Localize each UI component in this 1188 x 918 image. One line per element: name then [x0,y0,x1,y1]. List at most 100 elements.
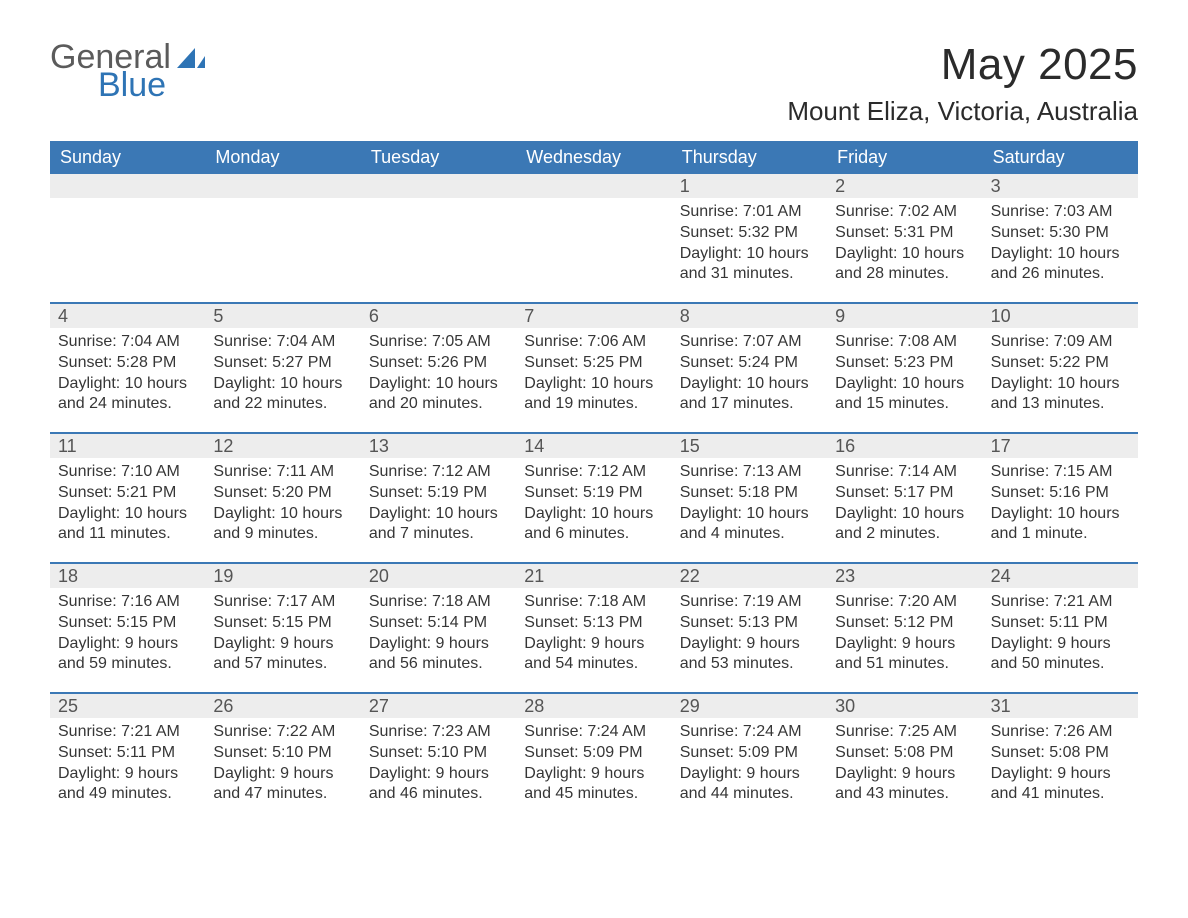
day-body: Sunrise: 7:12 AMSunset: 5:19 PMDaylight:… [361,458,516,555]
sunrise-line: Sunrise: 7:10 AM [58,462,197,483]
sunrise-line: Sunrise: 7:23 AM [369,722,508,743]
calendar-cell: 15Sunrise: 7:13 AMSunset: 5:18 PMDayligh… [672,434,827,562]
day-body: Sunrise: 7:15 AMSunset: 5:16 PMDaylight:… [983,458,1138,555]
sunrise-line: Sunrise: 7:03 AM [991,202,1130,223]
sunset-line: Sunset: 5:14 PM [369,613,508,634]
day-number: 4 [50,304,205,328]
sunset-line: Sunset: 5:26 PM [369,353,508,374]
sunrise-line: Sunrise: 7:12 AM [369,462,508,483]
day-number [516,174,671,198]
calendar-cell: 13Sunrise: 7:12 AMSunset: 5:19 PMDayligh… [361,434,516,562]
sunset-line: Sunset: 5:18 PM [680,483,819,504]
sunset-line: Sunset: 5:19 PM [524,483,663,504]
day-body: Sunrise: 7:24 AMSunset: 5:09 PMDaylight:… [672,718,827,815]
sunrise-line: Sunrise: 7:08 AM [835,332,974,353]
daylight-line: Daylight: 10 hours and 17 minutes. [680,374,819,416]
day-body: Sunrise: 7:18 AMSunset: 5:14 PMDaylight:… [361,588,516,685]
day-body: Sunrise: 7:26 AMSunset: 5:08 PMDaylight:… [983,718,1138,815]
calendar-cell: 21Sunrise: 7:18 AMSunset: 5:13 PMDayligh… [516,564,671,692]
calendar-cell: 18Sunrise: 7:16 AMSunset: 5:15 PMDayligh… [50,564,205,692]
daylight-line: Daylight: 9 hours and 45 minutes. [524,764,663,806]
sunset-line: Sunset: 5:19 PM [369,483,508,504]
daylight-line: Daylight: 9 hours and 51 minutes. [835,634,974,676]
calendar-cell: 23Sunrise: 7:20 AMSunset: 5:12 PMDayligh… [827,564,982,692]
daylight-line: Daylight: 9 hours and 53 minutes. [680,634,819,676]
day-body: Sunrise: 7:10 AMSunset: 5:21 PMDaylight:… [50,458,205,555]
day-number: 30 [827,694,982,718]
day-body: Sunrise: 7:05 AMSunset: 5:26 PMDaylight:… [361,328,516,425]
day-number: 12 [205,434,360,458]
calendar-cell: 8Sunrise: 7:07 AMSunset: 5:24 PMDaylight… [672,304,827,432]
sunrise-line: Sunrise: 7:21 AM [991,592,1130,613]
sunrise-line: Sunrise: 7:24 AM [524,722,663,743]
sunset-line: Sunset: 5:20 PM [213,483,352,504]
day-number: 23 [827,564,982,588]
day-body: Sunrise: 7:12 AMSunset: 5:19 PMDaylight:… [516,458,671,555]
day-number: 8 [672,304,827,328]
calendar-cell: 19Sunrise: 7:17 AMSunset: 5:15 PMDayligh… [205,564,360,692]
sunrise-line: Sunrise: 7:17 AM [213,592,352,613]
sunset-line: Sunset: 5:11 PM [991,613,1130,634]
day-number: 9 [827,304,982,328]
sunrise-line: Sunrise: 7:24 AM [680,722,819,743]
calendar-table: Sunday Monday Tuesday Wednesday Thursday… [50,141,1138,822]
calendar-cell: 14Sunrise: 7:12 AMSunset: 5:19 PMDayligh… [516,434,671,562]
sunset-line: Sunset: 5:16 PM [991,483,1130,504]
day-body: Sunrise: 7:01 AMSunset: 5:32 PMDaylight:… [672,198,827,295]
day-number: 17 [983,434,1138,458]
sunset-line: Sunset: 5:17 PM [835,483,974,504]
day-body: Sunrise: 7:22 AMSunset: 5:10 PMDaylight:… [205,718,360,815]
calendar-week: 4Sunrise: 7:04 AMSunset: 5:28 PMDaylight… [50,302,1138,432]
daylight-line: Daylight: 10 hours and 22 minutes. [213,374,352,416]
day-header: Saturday [983,141,1138,174]
sunset-line: Sunset: 5:09 PM [524,743,663,764]
calendar-cell: 22Sunrise: 7:19 AMSunset: 5:13 PMDayligh… [672,564,827,692]
day-body: Sunrise: 7:11 AMSunset: 5:20 PMDaylight:… [205,458,360,555]
sunrise-line: Sunrise: 7:25 AM [835,722,974,743]
sunrise-line: Sunrise: 7:20 AM [835,592,974,613]
day-body: Sunrise: 7:13 AMSunset: 5:18 PMDaylight:… [672,458,827,555]
sunset-line: Sunset: 5:15 PM [213,613,352,634]
calendar-cell: 28Sunrise: 7:24 AMSunset: 5:09 PMDayligh… [516,694,671,822]
daylight-line: Daylight: 10 hours and 19 minutes. [524,374,663,416]
day-body: Sunrise: 7:02 AMSunset: 5:31 PMDaylight:… [827,198,982,295]
sunrise-line: Sunrise: 7:11 AM [213,462,352,483]
day-body: Sunrise: 7:09 AMSunset: 5:22 PMDaylight:… [983,328,1138,425]
day-number: 22 [672,564,827,588]
daylight-line: Daylight: 10 hours and 11 minutes. [58,504,197,546]
day-body: Sunrise: 7:21 AMSunset: 5:11 PMDaylight:… [50,718,205,815]
calendar-cell: 3Sunrise: 7:03 AMSunset: 5:30 PMDaylight… [983,174,1138,302]
calendar-cell: 20Sunrise: 7:18 AMSunset: 5:14 PMDayligh… [361,564,516,692]
sunrise-line: Sunrise: 7:09 AM [991,332,1130,353]
calendar-cell: 9Sunrise: 7:08 AMSunset: 5:23 PMDaylight… [827,304,982,432]
calendar-cell: 1Sunrise: 7:01 AMSunset: 5:32 PMDaylight… [672,174,827,302]
sunset-line: Sunset: 5:30 PM [991,223,1130,244]
calendar-week: 11Sunrise: 7:10 AMSunset: 5:21 PMDayligh… [50,432,1138,562]
calendar-cell: 25Sunrise: 7:21 AMSunset: 5:11 PMDayligh… [50,694,205,822]
daylight-line: Daylight: 10 hours and 2 minutes. [835,504,974,546]
day-body: Sunrise: 7:23 AMSunset: 5:10 PMDaylight:… [361,718,516,815]
sunrise-line: Sunrise: 7:18 AM [524,592,663,613]
day-number: 6 [361,304,516,328]
day-body: Sunrise: 7:14 AMSunset: 5:17 PMDaylight:… [827,458,982,555]
day-body: Sunrise: 7:20 AMSunset: 5:12 PMDaylight:… [827,588,982,685]
day-number: 25 [50,694,205,718]
calendar-week: 1Sunrise: 7:01 AMSunset: 5:32 PMDaylight… [50,174,1138,302]
sunrise-line: Sunrise: 7:02 AM [835,202,974,223]
day-body: Sunrise: 7:19 AMSunset: 5:13 PMDaylight:… [672,588,827,685]
day-number: 16 [827,434,982,458]
sunset-line: Sunset: 5:13 PM [524,613,663,634]
daylight-line: Daylight: 10 hours and 6 minutes. [524,504,663,546]
sunrise-line: Sunrise: 7:21 AM [58,722,197,743]
sunset-line: Sunset: 5:31 PM [835,223,974,244]
calendar-cell: 7Sunrise: 7:06 AMSunset: 5:25 PMDaylight… [516,304,671,432]
day-number: 14 [516,434,671,458]
daylight-line: Daylight: 9 hours and 50 minutes. [991,634,1130,676]
brand-word-2: Blue [98,68,205,102]
day-header: Sunday [50,141,205,174]
day-header: Monday [205,141,360,174]
calendar-cell [50,174,205,302]
sunrise-line: Sunrise: 7:06 AM [524,332,663,353]
sunset-line: Sunset: 5:15 PM [58,613,197,634]
calendar-cell: 30Sunrise: 7:25 AMSunset: 5:08 PMDayligh… [827,694,982,822]
